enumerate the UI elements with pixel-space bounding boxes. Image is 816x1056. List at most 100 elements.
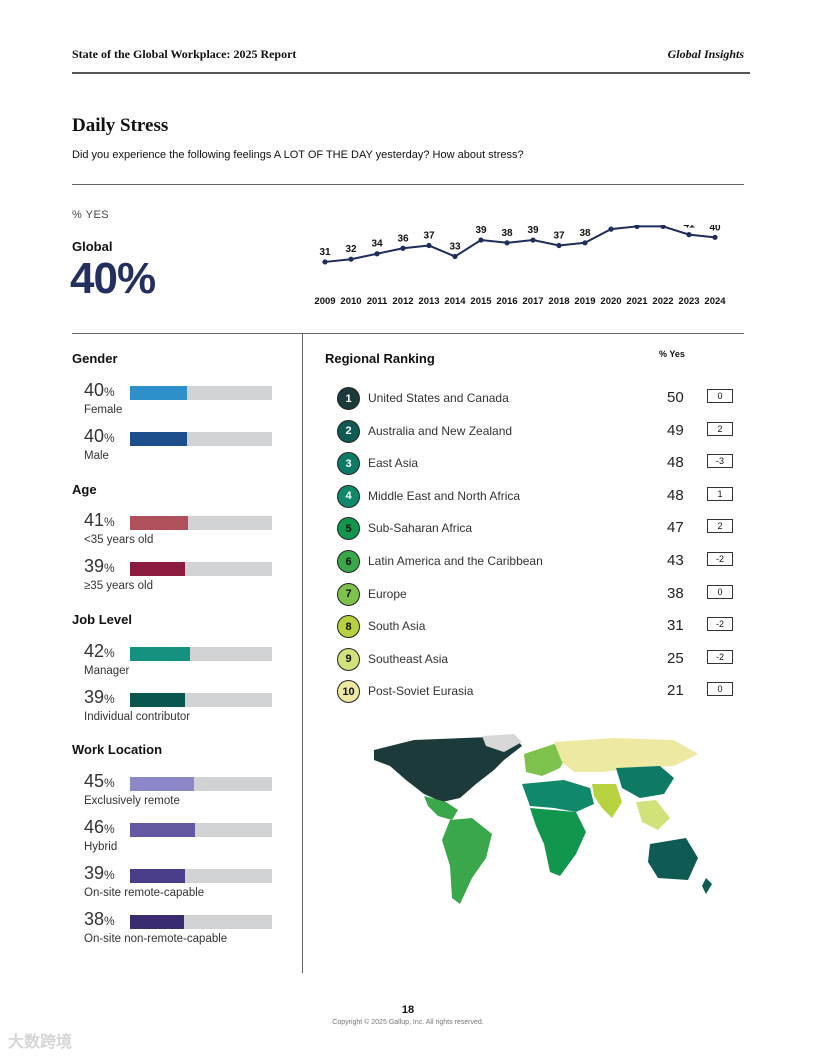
region-name: Sub-Saharan Africa — [368, 521, 473, 536]
pct-yes-header: % Yes — [659, 349, 685, 359]
rank-badge: 10 — [337, 680, 360, 704]
rank-badge: 2 — [337, 419, 360, 443]
trend-point — [348, 256, 354, 262]
trend-point — [426, 242, 432, 249]
region-name: Australia and New Zealand — [368, 423, 513, 438]
region-name: Europe — [368, 586, 407, 601]
trend-chart: 31 2009 32 2010 34 2011 36 2012 37 2013 33 2014 39 20… — [314, 225, 726, 307]
rank-badge: 8 — [337, 615, 360, 639]
trend-year-label: 2009 — [314, 296, 335, 307]
stat-value: 39% — [84, 556, 115, 576]
trend-value-label: 40 — [709, 225, 721, 233]
trend-year-label: 2021 — [626, 296, 648, 307]
region-name: East Asia — [368, 456, 419, 471]
map-region-greenland — [482, 734, 522, 752]
stat-exclusively-remote: 45% Exclusively remote — [84, 771, 284, 815]
rank-badge: 1 — [337, 387, 360, 410]
region-row: 3 East Asia 48 -3 — [337, 452, 737, 476]
stat-bar-fill — [130, 562, 186, 576]
map-region-southeast-asia — [636, 800, 670, 830]
map-region-mena — [522, 780, 594, 812]
trend-year-label: 2010 — [340, 296, 361, 307]
stat-value: 45% — [84, 771, 115, 791]
trend-year-label: 2017 — [522, 296, 543, 307]
trend-year-label: 2013 — [418, 296, 439, 307]
stat-female: 40% Female — [84, 380, 284, 424]
stat-label: Male — [84, 450, 109, 462]
global-label: Global — [72, 239, 113, 254]
stat-bar-fill — [130, 777, 194, 791]
stat-bar-track — [130, 432, 272, 446]
region-change: -2 — [707, 649, 733, 664]
stat-value: 42% — [84, 641, 115, 661]
world-map — [374, 734, 712, 904]
map-region-australia — [648, 838, 698, 880]
region-value: 48 — [667, 454, 684, 472]
rank-badge: 5 — [337, 517, 360, 541]
region-row: 2 Australia and New Zealand 49 2 — [337, 419, 737, 444]
trend-value-label: 41 — [683, 225, 695, 231]
trend-value-label: 39 — [527, 225, 539, 236]
region-row: 7 Europe 38 0 — [337, 582, 737, 607]
page-title: Daily Stress — [72, 115, 169, 136]
report-title: State of the Global Workplace: 2025 Repo… — [72, 47, 297, 61]
region-row: 4 Middle East and North Africa 48 1 — [337, 484, 737, 509]
rank-badge: 6 — [337, 550, 360, 573]
trend-point — [400, 245, 406, 251]
region-name: Middle East and North Africa — [368, 488, 521, 503]
region-change: -3 — [707, 454, 733, 469]
region-value: 49 — [667, 421, 684, 439]
stat-35-plus: 39% ≥35 years old — [84, 556, 284, 600]
section-heading-gender: Gender — [72, 351, 118, 366]
region-row: 5 Sub-Saharan Africa 47 2 — [337, 517, 737, 541]
section-heading-age: Age — [72, 482, 97, 497]
stat-under-35: 41% <35 years old — [84, 510, 284, 554]
region-name: United States and Canada — [368, 391, 509, 405]
stat-label: Exclusively remote — [84, 795, 180, 807]
trend-value-label: 33 — [449, 241, 461, 252]
region-name: Post-Soviet Eurasia — [368, 684, 474, 699]
map-region-east-asia — [616, 766, 674, 798]
map-region-new-zealand — [702, 878, 712, 894]
stat-bar-track — [130, 915, 272, 929]
stat-onsite-remote-capable: 39% On-site remote-capable — [84, 863, 284, 907]
region-change: 1 — [707, 486, 733, 501]
survey-question: Did you experience the following feeling… — [72, 149, 524, 161]
stat-individual-contributor: 39% Individual contributor — [84, 687, 284, 731]
map-region-north-america — [374, 736, 522, 802]
stat-label: ≥35 years old — [84, 580, 153, 592]
stat-label: Individual contributor — [84, 711, 191, 723]
header-divider — [72, 72, 750, 74]
stat-manager: 42% Manager — [84, 641, 284, 685]
map-region-europe — [524, 744, 568, 776]
trend-point — [712, 234, 718, 240]
trend-point — [582, 240, 588, 246]
stat-hybrid: 46% Hybrid — [84, 817, 284, 861]
stat-bar-fill — [130, 386, 187, 400]
stat-bar-track — [130, 562, 272, 576]
trend-year-label: 2020 — [600, 296, 621, 307]
map-region-south-asia — [592, 784, 622, 818]
stat-label: <35 years old — [84, 534, 154, 546]
divider — [72, 184, 744, 185]
global-value: 40% — [70, 254, 156, 303]
stat-bar-fill — [130, 432, 187, 446]
trend-value-label: 31 — [319, 247, 331, 258]
region-change: 2 — [707, 421, 733, 436]
trend-point — [452, 253, 458, 260]
watermark: 大数跨境 — [8, 1034, 73, 1051]
region-name: Southeast Asia — [368, 651, 449, 666]
region-row: 8 South Asia 31 -2 — [337, 615, 737, 639]
trend-point — [530, 237, 536, 243]
stat-bar-fill — [130, 516, 189, 530]
stat-bar-track — [130, 516, 272, 530]
stat-bar-fill — [130, 869, 186, 883]
region-row: 9 Southeast Asia 25 -2 — [337, 647, 737, 672]
rank-badge: 3 — [337, 452, 360, 476]
region-row: 6 Latin America and the Caribbean 43 -2 — [337, 550, 737, 574]
region-value: 48 — [667, 486, 684, 504]
stat-bar-track — [130, 647, 272, 661]
rank-badge: 7 — [337, 582, 360, 606]
region-value: 50 — [667, 389, 684, 406]
region-value: 47 — [667, 519, 684, 537]
